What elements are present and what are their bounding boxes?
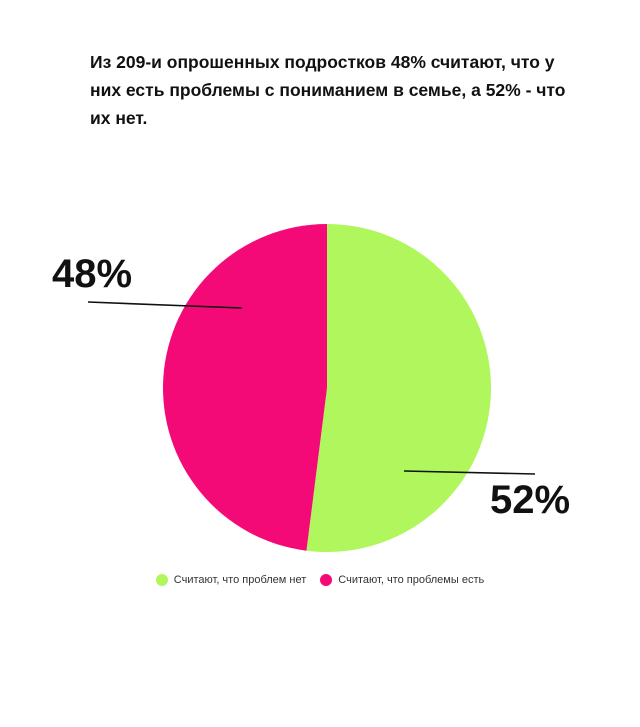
legend-label: Считают, что проблемы есть	[338, 574, 485, 586]
leader-line-52	[403, 470, 536, 475]
pie-slice-48	[163, 224, 327, 551]
legend-item-has-problems[interactable]: Считают, что проблемы есть	[320, 574, 484, 586]
legend-label: Считают, что проблем нет	[173, 574, 307, 586]
legend-item-no-problems[interactable]: Считают, что проблем нет	[155, 574, 307, 586]
slice-label-48: 48%	[52, 252, 132, 296]
leader-line-48	[87, 301, 243, 309]
pie-slice-52	[306, 224, 492, 552]
legend: Считают, что проблем нет Считают, что пр…	[0, 574, 640, 586]
chart-title: Из 209-и опрошенных подростков 48% счита…	[90, 52, 566, 128]
legend-swatch-pink	[320, 574, 333, 586]
legend-swatch-green	[155, 574, 168, 586]
slice-label-52: 52%	[490, 478, 570, 522]
